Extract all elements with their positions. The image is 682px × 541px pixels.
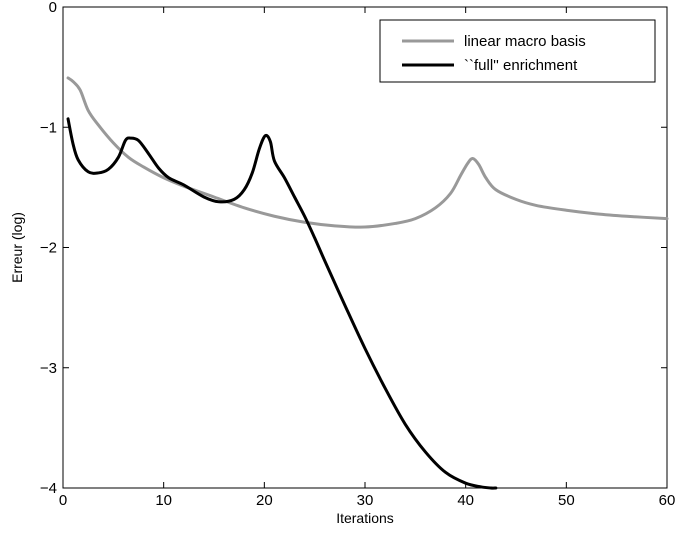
x-tick-label: 50 (558, 492, 575, 509)
x-tick-label: 0 (59, 492, 67, 509)
x-tick-label: 60 (659, 492, 676, 509)
x-tick-label: 30 (357, 492, 374, 509)
legend-label-linear-macro-basis: linear macro basis (464, 33, 586, 50)
legend-box (379, 19, 656, 83)
series-line-linear-macro-basis (66, 76, 669, 229)
x-tick-label: 20 (256, 492, 273, 509)
y-tick-label: −2 (40, 240, 57, 257)
y-tick-label: 0 (49, 0, 57, 16)
legend: linear macro basis ``full'' enrichment (379, 19, 656, 83)
y-tick-label: −1 (40, 119, 57, 136)
series-layer (66, 76, 669, 490)
legend-label-full-enrichment: ``full'' enrichment (464, 57, 578, 74)
tick-labels: 0 10 20 30 40 50 60 0 −1 −2 −3 −4 (40, 0, 675, 509)
y-axis-title: Erreur (log) (9, 212, 25, 283)
x-tick-label: 10 (155, 492, 172, 509)
x-axis-title: Iterations (336, 510, 394, 526)
axis-ticks (62, 6, 668, 489)
series-line-full-enrichment (66, 117, 498, 490)
x-tick-label: 40 (457, 492, 474, 509)
y-tick-label: −3 (40, 360, 57, 377)
y-tick-label: −4 (40, 480, 57, 497)
